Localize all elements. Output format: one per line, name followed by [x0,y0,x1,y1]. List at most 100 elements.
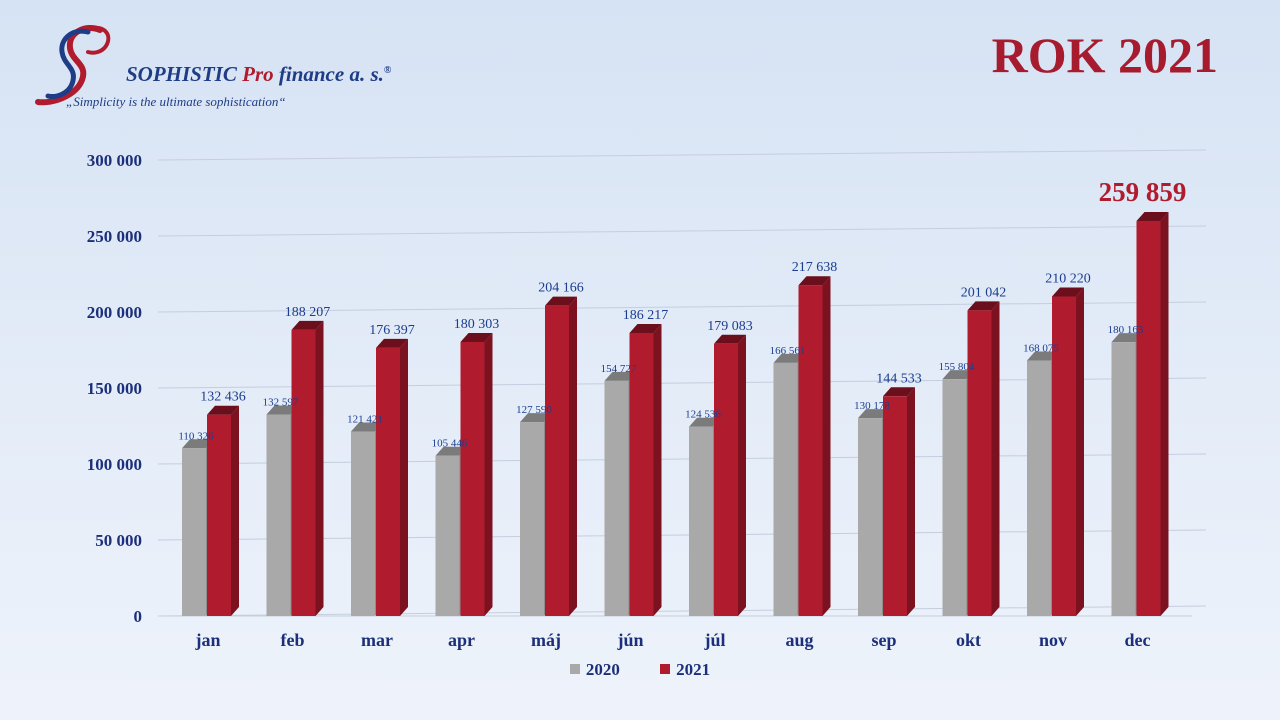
data-label-2020: 180 163 [1108,324,1144,336]
bar-2021 [967,310,992,616]
bar-2021 [291,329,316,616]
bar-2020 [1027,360,1051,616]
brand-name-pro: Pro [242,62,274,86]
page-title: ROK 2021 [991,27,1218,83]
double-s-logo-icon [35,25,111,106]
registered-mark: ® [383,65,392,76]
legend-label-2021: 2021 [676,660,711,679]
x-tick-label: mar [361,630,393,650]
x-tick-label: nov [1039,630,1067,650]
legend-label-2020: 2020 [585,660,620,679]
bar-2021 [1136,221,1161,616]
data-label-2020: 155 804 [939,361,975,373]
bar-2021-top [967,301,1000,311]
data-label-2021: 201 042 [961,285,1007,300]
data-label-2021: 259 859 [1099,177,1187,207]
data-label-2021: 179 083 [707,319,753,334]
bar-2020-top [773,353,806,363]
data-label-2021: 176 397 [369,323,415,338]
data-label-2020: 132 597 [263,396,299,408]
x-tick-label: máj [531,630,561,650]
chart-legend: 2020 2021 [0,660,1280,680]
bar-2021-top [460,332,493,342]
bar-2021-side [991,301,1000,616]
data-label-2021: 210 220 [1045,271,1091,286]
bar-2021 [1052,296,1076,616]
data-label-2021: 186 217 [623,308,669,323]
data-label-2021: 204 166 [538,281,584,296]
y-tick-label: 0 [134,607,143,626]
bar-2021 [798,285,823,616]
gridline [157,149,1207,161]
x-tick-label: aug [785,630,813,650]
bar-2021-top [207,405,239,415]
bar-2020-top [351,422,383,432]
y-tick-label: 300 000 [87,151,142,170]
data-label-2020: 130 178 [854,400,890,412]
legend-swatch-2021 [660,664,671,674]
bar-2020 [520,422,544,616]
data-label-2020: 154 727 [601,363,637,375]
y-tick-label: 250 000 [87,227,142,246]
bar-2021-top [629,323,662,333]
x-tick-label: jún [616,630,643,650]
legend-item-2021: 2021 [660,660,710,680]
data-label-2021: 132 436 [200,390,246,405]
data-label-2020: 168 075 [1023,343,1059,355]
bar-2021 [207,414,231,616]
bar-2020-top [1027,351,1059,361]
bar-2021-side [484,332,493,616]
y-tick-label: 150 000 [87,379,142,398]
brand-name: SOPHISTIC Pro finance a. s.® [126,62,391,87]
bar-2020-top [520,413,552,423]
bar-2020-top [266,405,299,415]
data-label-2021: 180 303 [454,317,500,332]
bar-2020 [689,426,713,616]
bar-2021-side [1160,212,1169,616]
bar-2021-top [714,334,746,344]
gridline [157,301,1207,313]
bar-2021-side [400,338,408,616]
x-tick-label: jan [194,630,220,650]
bar-2021-side [231,405,239,616]
data-label-2020: 105 446 [432,438,468,450]
bar-2020 [1111,342,1136,616]
bar-2020 [351,431,375,616]
x-tick-label: júl [703,630,725,650]
x-tick-label: sep [871,630,896,650]
bar-2021 [629,332,654,616]
legend-swatch-2020 [569,664,580,674]
x-tick-label: dec [1125,630,1151,650]
bar-2020-top [1111,333,1144,343]
bar-2021-top [1136,212,1169,222]
bar-2021-top [883,387,915,397]
bar-2020 [604,380,629,616]
data-label-2020: 121 421 [347,413,383,425]
x-tick-label: okt [956,630,981,650]
bar-2020 [266,414,291,616]
bar-2021-side [569,296,577,616]
bar-2020-top [182,439,214,449]
bar-2021 [376,347,400,616]
brand-tagline: „Simplicity is the ultimate sophisticati… [66,94,286,109]
legend-item-2020: 2020 [569,660,620,680]
data-label-2021: 217 638 [792,260,838,275]
gridline [157,225,1207,237]
y-tick-label: 200 000 [87,303,142,322]
bar-2020 [942,379,967,616]
bar-2021-top [376,338,408,348]
bar-2021-side [653,323,662,616]
bar-2020-top [604,371,637,381]
y-tick-label: 100 000 [87,455,142,474]
bar-2021-side [315,320,324,616]
bar-2021-top [798,276,831,286]
bar-2020-top [689,417,721,427]
bar-2021 [460,341,485,616]
brand-logo-block: SOPHISTIC Pro finance a. s.® „Simplicity… [28,22,448,122]
data-label-2020: 124 536 [685,409,721,421]
x-tick-label: feb [281,630,305,650]
brand-name-main: SOPHISTIC [126,62,237,86]
brand-name-rest: finance a. s. [278,62,384,86]
bar-2021-side [907,387,915,616]
